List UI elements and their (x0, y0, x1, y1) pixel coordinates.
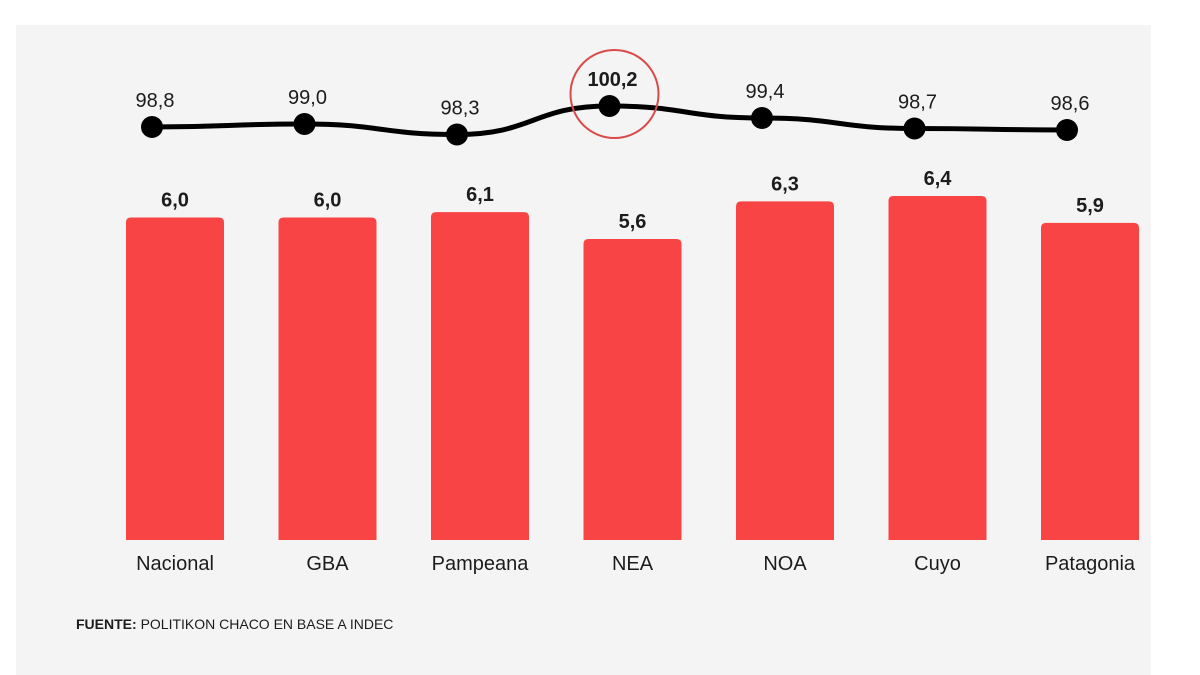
bar (431, 212, 529, 540)
bar (583, 239, 682, 540)
bar (888, 196, 987, 540)
source-label: FUENTE: (76, 616, 137, 632)
line-point (751, 107, 773, 129)
bar-value-label: 5,6 (619, 211, 647, 233)
line-point (1056, 119, 1078, 141)
line-point (598, 95, 621, 117)
line-value-label: 100,2 (587, 69, 637, 91)
category-label: NOA (763, 553, 807, 575)
labels-layer: 6,0 Nacional 6,0 GBA 6,1 Pampeana 5,6 NEA 6,3 NOA… (136, 69, 1136, 575)
line-point (141, 116, 163, 138)
line-value-label: 99,4 (746, 81, 785, 103)
source-text: POLITIKON CHACO EN BASE A INDEC (140, 616, 394, 632)
highlight-circle (569, 49, 660, 139)
line-point (293, 113, 316, 135)
bar-value-label: 6,0 (161, 190, 189, 212)
bar (736, 201, 834, 540)
category-label: NEA (612, 553, 654, 575)
line-point (903, 117, 926, 140)
bar-value-label: 6,0 (314, 190, 342, 212)
bar-value-label: 5,9 (1076, 195, 1104, 217)
category-label: Pampeana (432, 553, 530, 575)
bar (126, 217, 224, 540)
category-label: Nacional (136, 553, 214, 575)
line-value-label: 99,0 (288, 87, 327, 109)
line-value-label: 98,3 (441, 98, 480, 120)
bar-value-label: 6,3 (771, 173, 799, 195)
source-note: FUENTE: POLITIKON CHACO EN BASE A INDEC (76, 616, 393, 632)
category-label: GBA (306, 553, 349, 575)
line-layer (141, 49, 1078, 146)
line-value-label: 98,8 (136, 90, 175, 112)
category-label: Cuyo (914, 553, 961, 575)
bars-layer (126, 196, 1139, 540)
bar (1041, 222, 1139, 540)
category-label: Patagonia (1045, 553, 1136, 575)
line-value-label: 98,7 (898, 92, 937, 114)
line-point (446, 123, 468, 146)
line-value-label: 98,6 (1051, 93, 1090, 115)
bar-value-label: 6,4 (924, 168, 953, 190)
bar (278, 217, 377, 540)
bar-value-label: 6,1 (466, 184, 494, 206)
